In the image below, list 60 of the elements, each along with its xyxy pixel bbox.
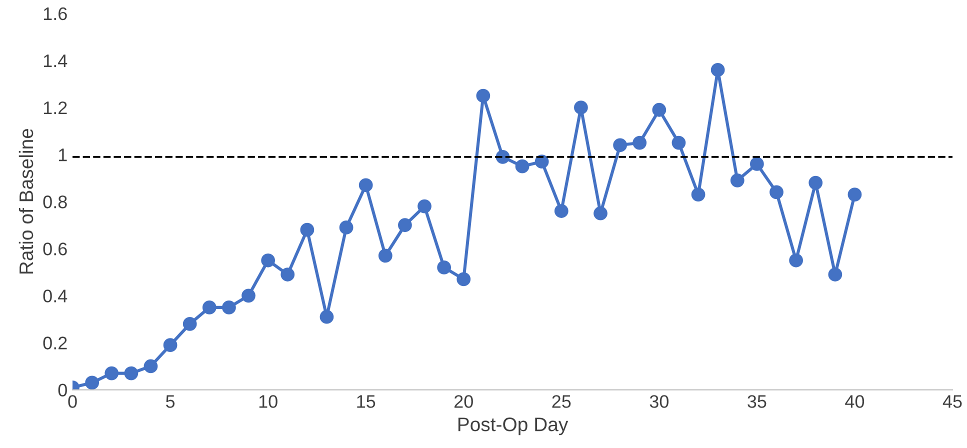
y-tick-label: 0.8 — [43, 196, 67, 208]
point — [710, 62, 725, 77]
y-tick-label: 0.4 — [43, 290, 68, 302]
x-tick-label: 40 — [845, 395, 864, 408]
y-axis-title: Ratio of Baseline — [18, 128, 34, 274]
x-tick-label: 15 — [357, 395, 376, 408]
point — [418, 199, 432, 214]
point — [85, 376, 100, 390]
y-tick-label: 0.2 — [43, 336, 67, 350]
point — [476, 88, 490, 103]
point — [378, 248, 392, 263]
y-tick-label: 1.4 — [44, 54, 68, 68]
point — [828, 268, 842, 282]
point — [672, 136, 686, 150]
x-tick-label: 35 — [748, 395, 766, 408]
x-tick-label: 20 — [454, 395, 473, 408]
y-tick-label: 0.6 — [43, 242, 67, 256]
point — [222, 300, 236, 314]
y-tick-label: 1.6 — [44, 7, 67, 20]
point — [456, 272, 471, 286]
y-tick-label: 1.2 — [44, 101, 67, 114]
point — [613, 138, 628, 152]
y-tick-label: 0 — [58, 384, 67, 396]
x-tick-label: 45 — [942, 395, 962, 408]
point — [789, 253, 803, 268]
x-tick-label: 25 — [552, 395, 571, 408]
point — [398, 218, 412, 232]
y-tick-label: 1 — [59, 148, 67, 162]
point — [300, 222, 314, 237]
point — [144, 359, 158, 374]
x-tick-label: 5 — [166, 395, 175, 408]
point — [632, 136, 647, 150]
point — [124, 366, 138, 380]
point — [691, 188, 706, 202]
point — [339, 220, 354, 234]
point — [730, 173, 744, 188]
point — [750, 157, 764, 171]
x-tick-label: 10 — [259, 395, 278, 408]
x-tick-label: 30 — [650, 395, 669, 408]
point — [770, 185, 784, 200]
x-tick-label: 0 — [68, 395, 77, 408]
point — [242, 288, 256, 303]
point — [202, 300, 216, 314]
x-axis-title: Post-Op Day — [458, 418, 568, 436]
point — [574, 100, 588, 114]
point — [358, 178, 373, 192]
point — [534, 154, 549, 169]
point — [848, 188, 862, 202]
point — [320, 310, 334, 324]
point — [594, 206, 608, 220]
point — [437, 260, 452, 274]
point — [261, 253, 276, 268]
point — [182, 316, 197, 331]
point — [280, 268, 295, 282]
point — [515, 159, 530, 174]
point — [652, 102, 666, 117]
point — [163, 338, 178, 352]
point — [808, 176, 823, 190]
point — [104, 366, 119, 380]
point — [554, 204, 568, 218]
